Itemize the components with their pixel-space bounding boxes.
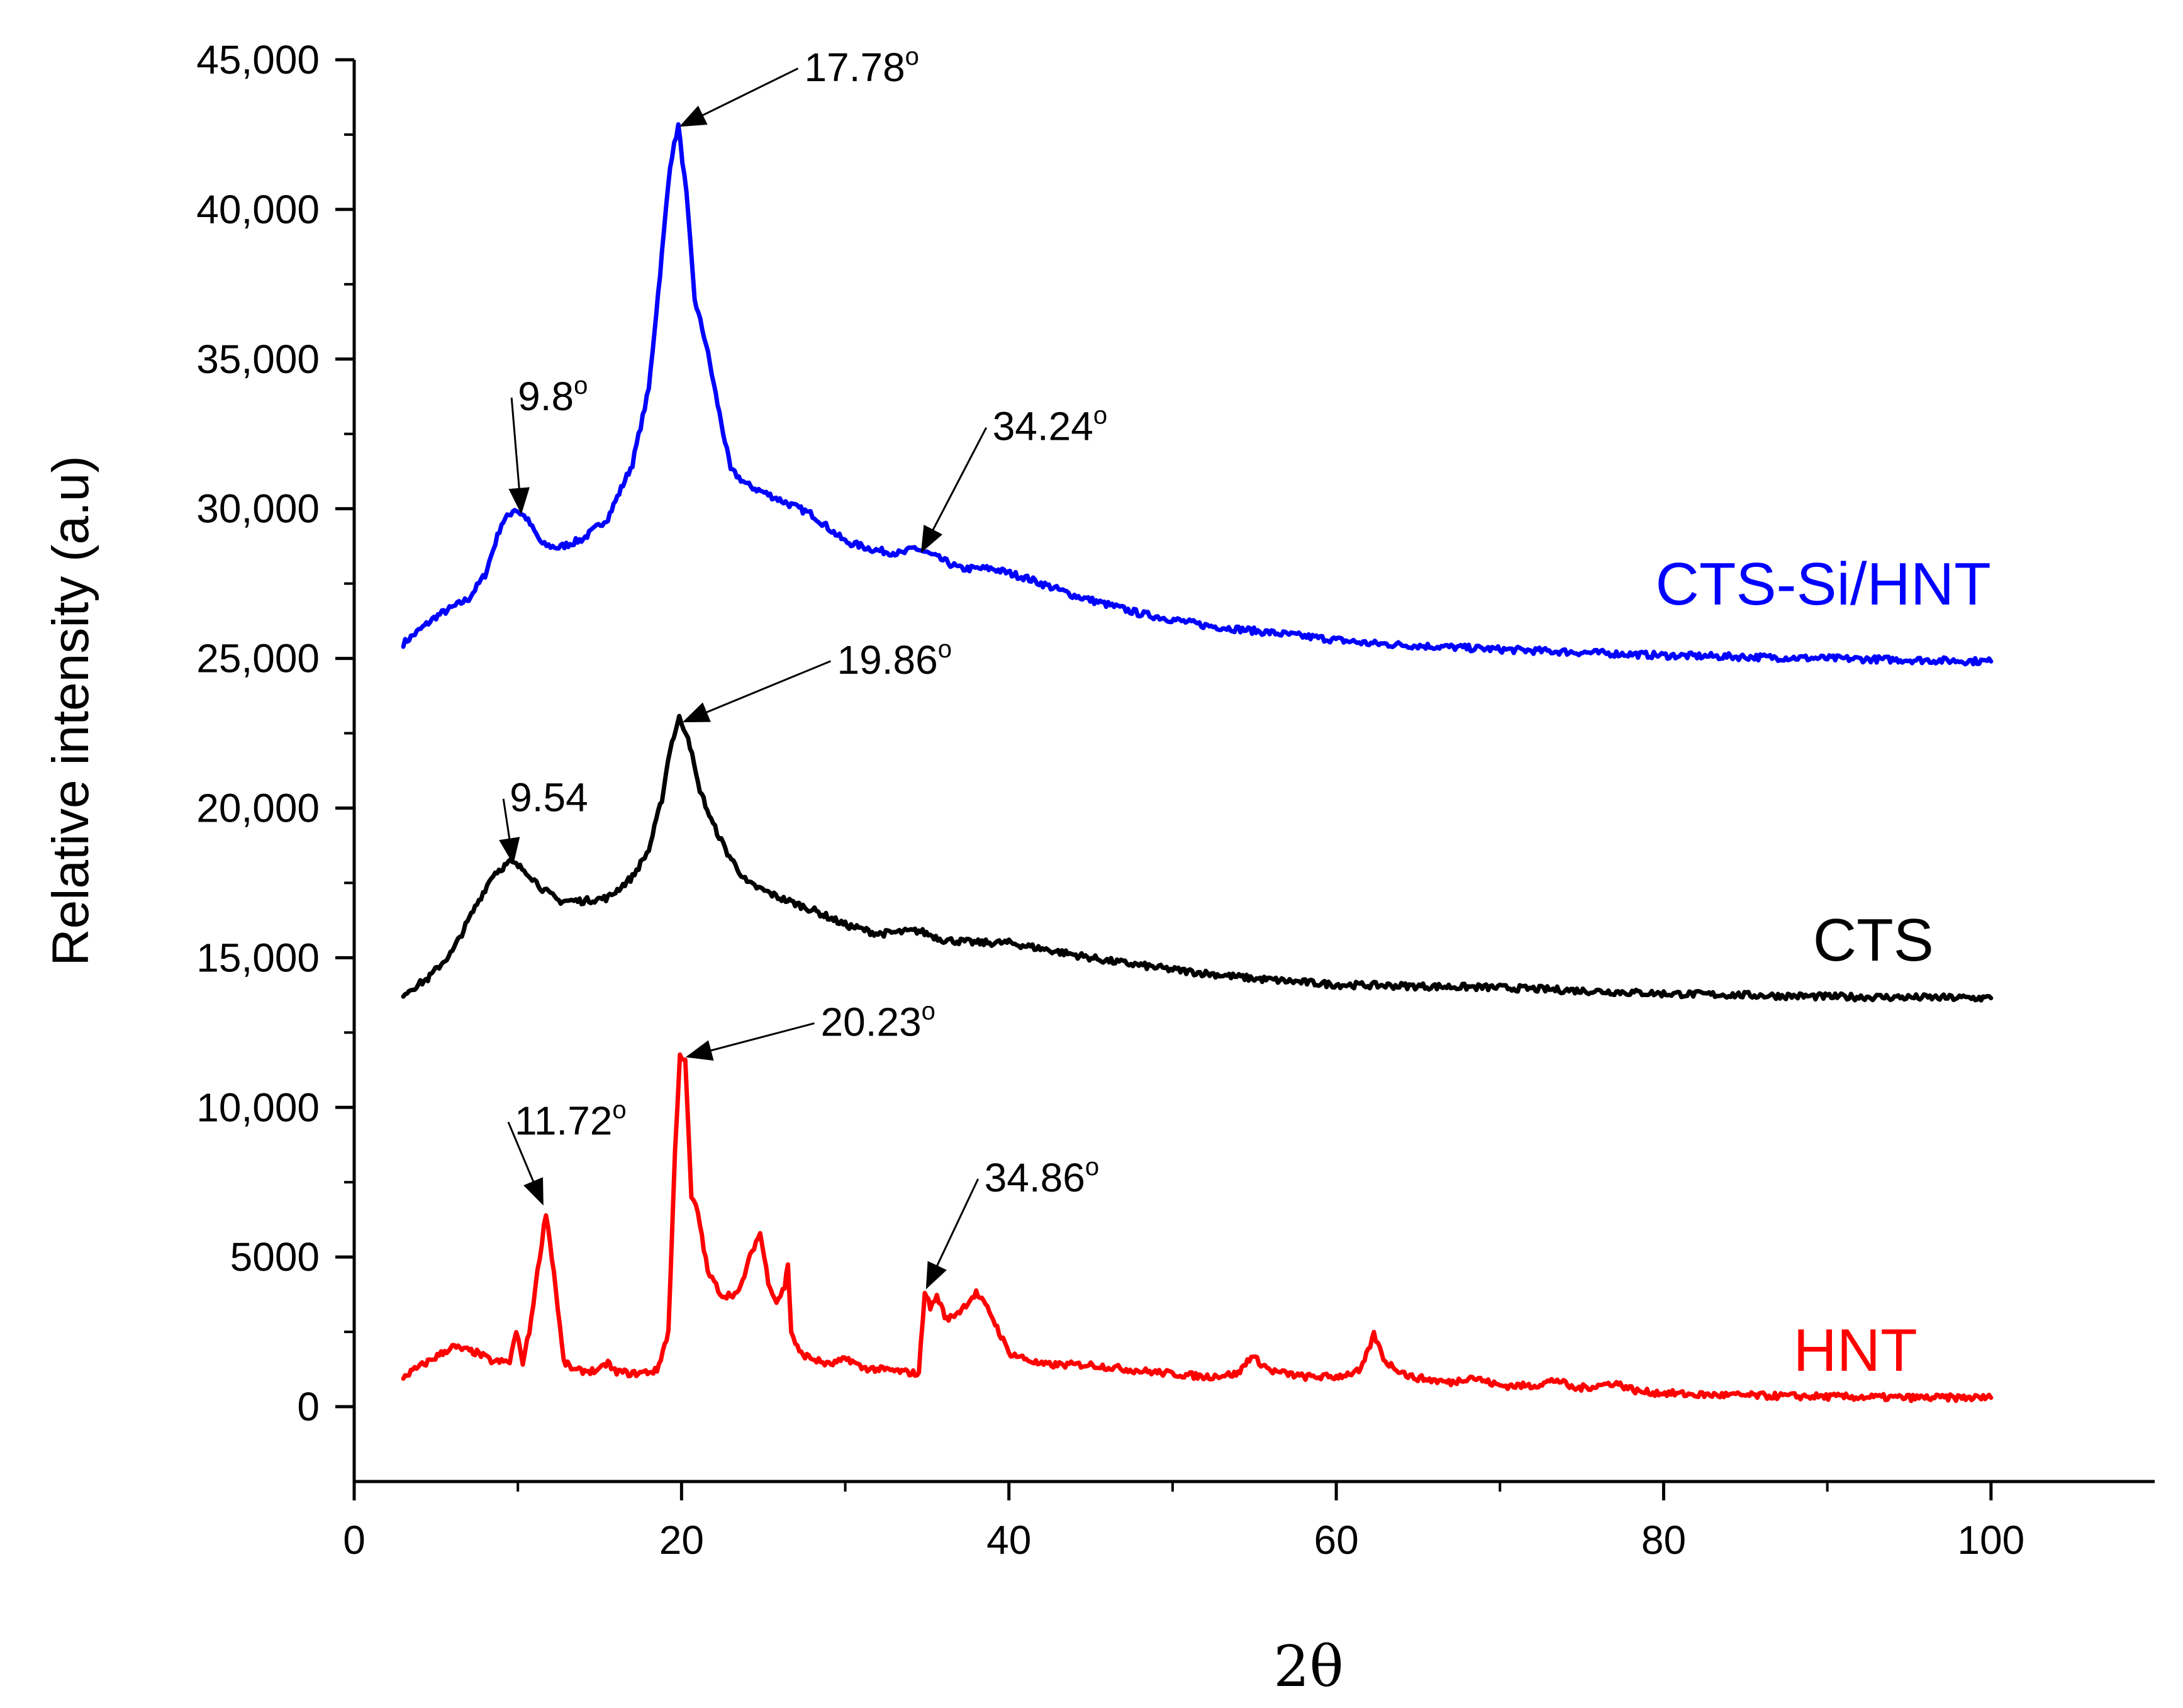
- series-line-cts: [401, 713, 1994, 1003]
- annotation-arrow: [682, 660, 832, 723]
- y-tick-label: 35,000: [196, 337, 320, 382]
- y-tick-label: 25,000: [196, 636, 320, 681]
- x-axis-title: 2θ: [1273, 1634, 1343, 1700]
- series-labels-group: CTS-Si/HNT CTS HNT: [1656, 550, 1991, 1384]
- y-tick-label: 5000: [230, 1234, 320, 1280]
- x-tick-label: 0: [343, 1517, 366, 1563]
- series-label-hnt: HNT: [1793, 1317, 1917, 1384]
- y-tick-label: 10,000: [196, 1085, 320, 1130]
- x-tick-label: 40: [986, 1517, 1031, 1563]
- axes: 0 5000 10,000 15,000 20,000 25,000 30,000 35,00…: [196, 37, 2155, 1563]
- degree-symbol: o: [905, 43, 919, 70]
- degree-symbol: o: [938, 635, 952, 663]
- annotation-label: 9.54: [510, 775, 588, 820]
- y-axis-title: Relative intensity (a.u): [42, 455, 99, 966]
- x-tick-label: 100: [1957, 1517, 2024, 1563]
- y-tick-label: 45,000: [196, 37, 320, 82]
- annotation-arrow: [685, 1022, 815, 1061]
- annotation-arrow: [507, 1121, 544, 1206]
- annotation-label: 34.24o: [993, 402, 1107, 449]
- y-tick-label: 30,000: [196, 486, 320, 532]
- degree-symbol: o: [1085, 1153, 1099, 1181]
- degree-symbol: o: [612, 1097, 626, 1124]
- annotation-label: 11.72o: [515, 1097, 627, 1144]
- x-tick-label: 60: [1314, 1517, 1358, 1563]
- x-tick-label: 80: [1641, 1517, 1686, 1563]
- annotation-arrow: [920, 427, 988, 554]
- series-line-hnt: [401, 1052, 1994, 1404]
- annotation-arrow: [925, 1178, 980, 1290]
- y-tick-label: 15,000: [196, 935, 320, 980]
- annotation-arrow: [499, 798, 520, 865]
- series-group: [401, 122, 1994, 1404]
- degree-symbol: o: [1093, 402, 1107, 430]
- annotation-label: 17.78o: [805, 43, 919, 90]
- annotation-arrow: [679, 67, 799, 127]
- annotation-label: 9.8o: [518, 372, 588, 419]
- annotation-label: 19.86o: [837, 635, 952, 683]
- annotations-group: 17.78o 9.8o 34.24o 19.86o 9.54 20.23o 11.72o 34…: [499, 43, 1107, 1290]
- degree-symbol: o: [922, 998, 935, 1025]
- series-label-cts: CTS: [1813, 907, 1934, 974]
- annotation-label: 34.86o: [985, 1153, 1099, 1200]
- annotation-label: 20.23o: [821, 998, 935, 1045]
- degree-symbol: o: [574, 372, 588, 399]
- y-tick-label: 40,000: [196, 187, 320, 232]
- y-tick-label: 20,000: [196, 785, 320, 830]
- y-tick-label: 0: [297, 1384, 320, 1429]
- x-tick-label: 20: [659, 1517, 704, 1563]
- series-line-cts-si-hnt: [401, 122, 1994, 667]
- annotation-arrow: [508, 398, 530, 515]
- series-label-cts-si-hnt: CTS-Si/HNT: [1656, 550, 1991, 618]
